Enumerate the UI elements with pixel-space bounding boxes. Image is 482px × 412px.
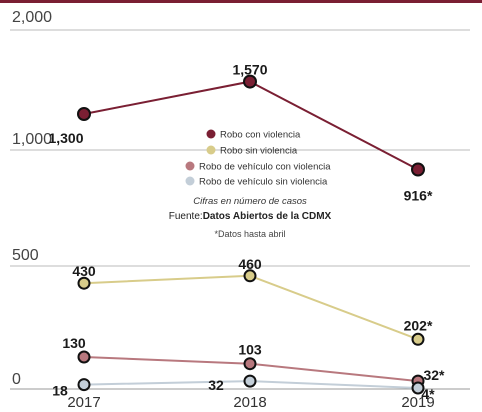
top-accent-bar xyxy=(0,0,482,3)
series-4: 18 32 4* xyxy=(52,374,435,402)
data-point xyxy=(77,107,91,121)
y-tick-label: 1,000 xyxy=(12,131,52,148)
data-label: 1,300 xyxy=(48,130,83,146)
source-name: Datos Abiertos de la CDMX xyxy=(203,211,332,222)
footnote: *Datos hasta abril xyxy=(214,229,285,239)
legend-item: Robo sin violencia xyxy=(206,145,298,157)
data-point xyxy=(411,381,425,395)
data-label: 916* xyxy=(404,187,433,203)
legend-item: Robo con violencia xyxy=(206,129,301,141)
legend-marker xyxy=(206,145,216,155)
data-point xyxy=(243,357,257,371)
data-label: 460 xyxy=(238,256,262,272)
data-label: 1,570 xyxy=(232,62,267,78)
series-layer: 1,300 1,570 916* 430 460 202* 130 103 32* 18 32 4* xyxy=(48,62,445,402)
data-point xyxy=(411,162,425,177)
legend-item: Robo de vehículo sin violencia xyxy=(185,176,328,188)
legend-item: Robo de vehículo con violencia xyxy=(185,161,331,173)
series-2: 430 460 202* xyxy=(72,256,433,346)
source-prefix: Fuente: xyxy=(169,211,203,222)
data-point xyxy=(77,276,91,290)
data-label: 18 xyxy=(52,383,68,399)
legend-label: Robo con violencia xyxy=(220,130,301,141)
data-label: 430 xyxy=(72,263,96,279)
series-line xyxy=(83,274,419,341)
legend-marker xyxy=(185,161,195,171)
series-3: 130 103 32* xyxy=(62,335,445,388)
data-label: 130 xyxy=(62,335,86,351)
data-label: 202* xyxy=(404,317,433,333)
data-label: 32 xyxy=(208,377,224,393)
data-point xyxy=(243,269,257,283)
y-tick-label: 0 xyxy=(12,371,21,388)
x-tick-label: 2018 xyxy=(233,394,266,411)
units-note: Cifras en número de casos xyxy=(193,196,307,207)
data-point xyxy=(411,332,425,346)
legend-marker xyxy=(206,129,216,139)
legend-label: Robo de vehículo con violencia xyxy=(199,162,331,173)
data-label: 103 xyxy=(238,342,262,358)
source-line: Fuente:Datos Abiertos de la CDMX xyxy=(169,211,332,222)
x-tick-label: 2017 xyxy=(67,394,100,411)
data-label: 4* xyxy=(421,386,435,402)
legend-label: Robo de vehículo sin violencia xyxy=(199,177,328,188)
data-point xyxy=(77,350,91,364)
data-point xyxy=(243,374,257,388)
series-1: 1,300 1,570 916* xyxy=(48,62,432,204)
data-point xyxy=(77,378,91,392)
legend-label: Robo sin violencia xyxy=(220,146,298,157)
axes: 2,000 1,000 500 0 2017 2018 2019 xyxy=(10,9,470,411)
legend-marker xyxy=(185,176,195,186)
legend: Robo con violencia Robo sin violencia Ro… xyxy=(185,129,331,188)
y-tick-label: 500 xyxy=(12,247,39,264)
x-tick-label: 2019 xyxy=(401,394,434,411)
data-label: 32* xyxy=(423,367,445,383)
y-tick-label: 2,000 xyxy=(12,9,52,26)
data-point xyxy=(243,74,257,89)
